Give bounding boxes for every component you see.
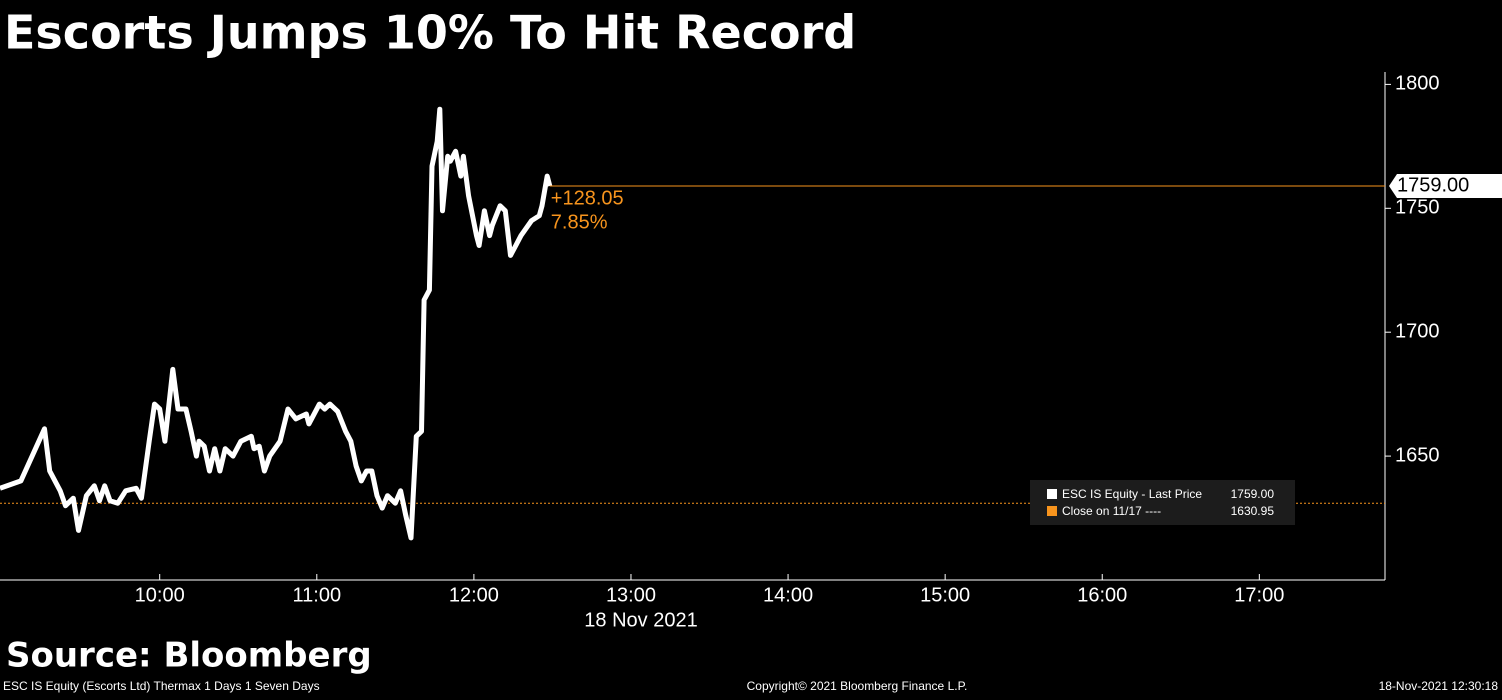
x-tick-label: 15:00	[920, 584, 970, 606]
last-price-box	[1389, 173, 1502, 198]
legend-value: 1630.95	[1231, 504, 1275, 518]
legend-box	[1030, 480, 1295, 525]
footer-left: ESC IS Equity (Escorts Ltd) Thermax 1 Da…	[3, 679, 320, 693]
y-tick-label: 1750	[1395, 197, 1440, 219]
source: Source: Bloomberg	[6, 636, 372, 676]
legend-label: ESC IS Equity - Last Price	[1062, 487, 1202, 501]
y-tick-label: 1800	[1395, 73, 1440, 95]
price-line	[0, 106, 553, 541]
y-tick-label: 1650	[1395, 444, 1440, 466]
x-axis-label: 18 Nov 2021	[584, 609, 697, 631]
legend-label: Close on 11/17 ----	[1062, 504, 1161, 518]
x-tick-label: 12:00	[449, 584, 499, 606]
footer-right: 18-Nov-2021 12:30:18	[1379, 679, 1499, 693]
x-tick-label: 10:00	[135, 584, 185, 606]
x-tick-label: 17:00	[1234, 584, 1284, 606]
y-tick-label: 1700	[1395, 320, 1440, 342]
x-tick-label: 11:00	[293, 584, 342, 606]
x-tick-label: 14:00	[763, 584, 813, 606]
legend-swatch	[1047, 489, 1057, 499]
x-tick-label: 13:00	[606, 584, 656, 606]
x-tick-label: 16:00	[1077, 584, 1127, 606]
legend-swatch	[1047, 506, 1057, 516]
change-pct-label: 7.85%	[551, 211, 608, 233]
last-price-label: 1759.00	[1397, 174, 1469, 196]
legend-value: 1759.00	[1231, 487, 1275, 501]
chart-title: Escorts Jumps 10% To Hit Record	[4, 6, 856, 60]
change-label: +128.05	[551, 187, 624, 209]
footer-center: Copyright© 2021 Bloomberg Finance L.P.	[747, 679, 968, 693]
